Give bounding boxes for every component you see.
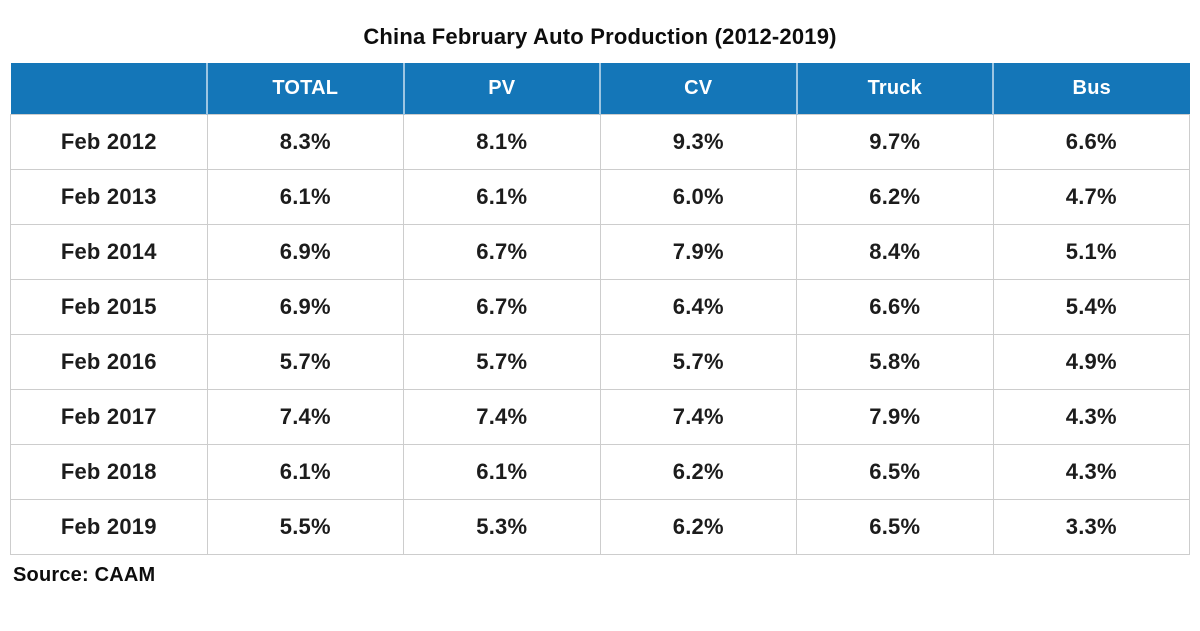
column-header-total: TOTAL bbox=[206, 63, 404, 114]
table-row: Feb 2017 7.4% 7.4% 7.4% 7.9% 4.3% bbox=[10, 388, 1190, 445]
table-row: Feb 2019 5.5% 5.3% 6.2% 6.5% 3.3% bbox=[10, 498, 1190, 555]
column-header-truck: Truck bbox=[795, 63, 993, 114]
cell-value: 6.5% bbox=[796, 498, 994, 555]
column-header-cv: CV bbox=[599, 63, 797, 114]
table-row: Feb 2015 6.9% 6.7% 6.4% 6.6% 5.4% bbox=[10, 278, 1190, 335]
table-body: Feb 2012 8.3% 8.1% 9.3% 9.7% 6.6% Feb 20… bbox=[10, 113, 1190, 555]
cell-value: 7.4% bbox=[206, 388, 404, 445]
cell-value: 5.7% bbox=[599, 333, 797, 390]
cell-value: 6.1% bbox=[206, 443, 404, 500]
cell-value: 5.7% bbox=[403, 333, 601, 390]
cell-value: 5.5% bbox=[206, 498, 404, 555]
table-row: Feb 2016 5.7% 5.7% 5.7% 5.8% 4.9% bbox=[10, 333, 1190, 390]
cell-value: 6.0% bbox=[599, 168, 797, 225]
cell-value: 6.1% bbox=[206, 168, 404, 225]
cell-value: 7.4% bbox=[403, 388, 601, 445]
cell-value: 6.1% bbox=[403, 443, 601, 500]
cell-value: 8.3% bbox=[206, 113, 404, 170]
row-label: Feb 2019 bbox=[10, 498, 208, 555]
column-header-pv: PV bbox=[402, 63, 600, 114]
cell-value: 6.6% bbox=[796, 278, 994, 335]
column-header-rowlabel bbox=[10, 63, 207, 114]
source-note: Source: CAAM bbox=[13, 563, 156, 586]
row-label: Feb 2015 bbox=[10, 278, 208, 335]
table-row: Feb 2013 6.1% 6.1% 6.0% 6.2% 4.7% bbox=[10, 168, 1190, 225]
row-label: Feb 2013 bbox=[10, 168, 208, 225]
cell-value: 6.1% bbox=[403, 168, 601, 225]
cell-value: 6.7% bbox=[403, 278, 601, 335]
cell-value: 4.9% bbox=[992, 333, 1190, 390]
cell-value: 6.9% bbox=[206, 223, 404, 280]
column-header-bus: Bus bbox=[992, 63, 1190, 114]
cell-value: 5.8% bbox=[796, 333, 994, 390]
row-label: Feb 2014 bbox=[10, 223, 208, 280]
cell-value: 8.4% bbox=[796, 223, 994, 280]
row-label: Feb 2018 bbox=[10, 443, 208, 500]
cell-value: 3.3% bbox=[992, 498, 1190, 555]
cell-value: 5.4% bbox=[992, 278, 1190, 335]
cell-value: 7.4% bbox=[599, 388, 797, 445]
cell-value: 4.3% bbox=[992, 388, 1190, 445]
table-row: Feb 2012 8.3% 8.1% 9.3% 9.7% 6.6% bbox=[10, 113, 1190, 170]
page-title: China February Auto Production (2012-201… bbox=[363, 24, 837, 49]
cell-value: 5.7% bbox=[206, 333, 404, 390]
cell-value: 5.1% bbox=[992, 223, 1190, 280]
cell-value: 6.2% bbox=[599, 498, 797, 555]
cell-value: 6.6% bbox=[992, 113, 1190, 170]
cell-value: 6.5% bbox=[796, 443, 994, 500]
cell-value: 4.3% bbox=[992, 443, 1190, 500]
cell-value: 6.2% bbox=[599, 443, 797, 500]
cell-value: 6.9% bbox=[206, 278, 404, 335]
cell-value: 5.3% bbox=[403, 498, 601, 555]
cell-value: 6.7% bbox=[403, 223, 601, 280]
cell-value: 9.7% bbox=[796, 113, 994, 170]
cell-value: 4.7% bbox=[992, 168, 1190, 225]
row-label: Feb 2017 bbox=[10, 388, 208, 445]
table-row: Feb 2018 6.1% 6.1% 6.2% 6.5% 4.3% bbox=[10, 443, 1190, 500]
cell-value: 8.1% bbox=[403, 113, 601, 170]
cell-value: 6.2% bbox=[796, 168, 994, 225]
cell-value: 7.9% bbox=[796, 388, 994, 445]
header-row: TOTAL PV CV Truck Bus bbox=[10, 63, 1190, 114]
data-table: TOTAL PV CV Truck Bus Feb 2012 8.3% 8.1%… bbox=[10, 63, 1190, 555]
row-label: Feb 2012 bbox=[10, 113, 208, 170]
cell-value: 6.4% bbox=[599, 278, 797, 335]
cell-value: 7.9% bbox=[599, 223, 797, 280]
table-row: Feb 2014 6.9% 6.7% 7.9% 8.4% 5.1% bbox=[10, 223, 1190, 280]
table-header: TOTAL PV CV Truck Bus bbox=[10, 63, 1190, 114]
row-label: Feb 2016 bbox=[10, 333, 208, 390]
cell-value: 9.3% bbox=[599, 113, 797, 170]
